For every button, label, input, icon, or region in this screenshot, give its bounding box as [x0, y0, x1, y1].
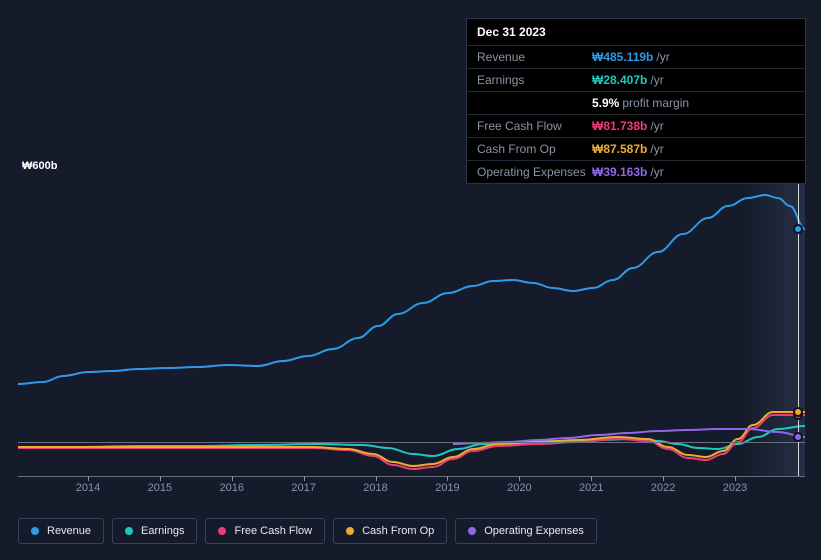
tooltip-date: Dec 31 2023 — [467, 19, 805, 46]
legend-label: Revenue — [47, 525, 91, 537]
tooltip-row: Free Cash Flow₩81.738b/yr — [467, 115, 805, 138]
x-axis-line — [18, 476, 805, 477]
tooltip-metric-label: Earnings — [477, 73, 592, 87]
circle-icon — [468, 527, 476, 535]
circle-icon — [125, 527, 133, 535]
plot-area[interactable] — [18, 176, 805, 476]
x-tick-label: 2022 — [651, 482, 675, 494]
tooltip-row: Revenue₩485.119b/yr — [467, 46, 805, 69]
tooltip-metric-label: Operating Expenses — [477, 165, 592, 179]
plot-svg — [18, 176, 805, 476]
series-marker-revenue — [793, 224, 803, 234]
legend-item-fcf[interactable]: Free Cash Flow — [205, 518, 325, 544]
x-tick-label: 2018 — [363, 482, 387, 494]
tooltip-metric-label: Free Cash Flow — [477, 119, 592, 133]
legend-item-revenue[interactable]: Revenue — [18, 518, 104, 544]
tooltip-metric-value: ₩39.163b/yr — [592, 165, 664, 179]
tooltip-metric-value: ₩485.119b/yr — [592, 50, 670, 64]
tooltip-metric-value: ₩28.407b/yr — [592, 73, 664, 87]
series-marker-cfo — [793, 407, 803, 417]
y-tick-label: ₩600b — [22, 160, 57, 172]
circle-icon — [346, 527, 354, 535]
zero-axis-line — [18, 442, 805, 443]
legend-item-opex[interactable]: Operating Expenses — [455, 518, 597, 544]
x-tick-mark — [591, 476, 592, 481]
x-tick-label: 2017 — [291, 482, 315, 494]
tooltip-metric-label — [477, 96, 592, 110]
legend-label: Free Cash Flow — [234, 525, 312, 537]
tooltip-metric-value: ₩81.738b/yr — [592, 119, 664, 133]
x-tick-label: 2019 — [435, 482, 459, 494]
x-tick-mark — [663, 476, 664, 481]
x-tick-label: 2014 — [76, 482, 100, 494]
x-tick-label: 2021 — [579, 482, 603, 494]
tooltip-row: Earnings₩28.407b/yr — [467, 69, 805, 92]
tooltip-row: 5.9%profit margin — [467, 92, 805, 115]
legend-item-cfo[interactable]: Cash From Op — [333, 518, 447, 544]
tooltip-metric-value: 5.9%profit margin — [592, 96, 689, 110]
tooltip-panel: Dec 31 2023 Revenue₩485.119b/yrEarnings₩… — [466, 18, 806, 184]
circle-icon — [218, 527, 226, 535]
x-tick-label: 2020 — [507, 482, 531, 494]
x-tick-label: 2023 — [723, 482, 747, 494]
circle-icon — [31, 527, 39, 535]
x-tick-mark — [735, 476, 736, 481]
tooltip-metric-label: Revenue — [477, 50, 592, 64]
series-marker-opex — [793, 432, 803, 442]
x-axis: 2014 2015 2016 2017 2018 2019 2020 2021 2022 2023 — [18, 482, 805, 502]
x-tick-mark — [447, 476, 448, 481]
legend-label: Earnings — [141, 525, 184, 537]
x-tick-mark — [519, 476, 520, 481]
legend-label: Cash From Op — [362, 525, 434, 537]
series-line-revenue — [18, 195, 805, 384]
x-tick-label: 2016 — [220, 482, 244, 494]
x-tick-mark — [88, 476, 89, 481]
tooltip-metric-value: ₩87.587b/yr — [592, 142, 664, 156]
x-tick-mark — [304, 476, 305, 481]
tooltip-row: Cash From Op₩87.587b/yr — [467, 138, 805, 161]
x-tick-mark — [160, 476, 161, 481]
tooltip-row: Operating Expenses₩39.163b/yr — [467, 161, 805, 183]
legend-item-earnings[interactable]: Earnings — [112, 518, 197, 544]
x-tick-label: 2015 — [148, 482, 172, 494]
legend: Revenue Earnings Free Cash Flow Cash From O… — [18, 518, 597, 544]
tooltip-metric-label: Cash From Op — [477, 142, 592, 156]
hover-marker-line — [798, 176, 799, 476]
legend-label: Operating Expenses — [484, 525, 584, 537]
x-tick-mark — [232, 476, 233, 481]
x-tick-mark — [376, 476, 377, 481]
